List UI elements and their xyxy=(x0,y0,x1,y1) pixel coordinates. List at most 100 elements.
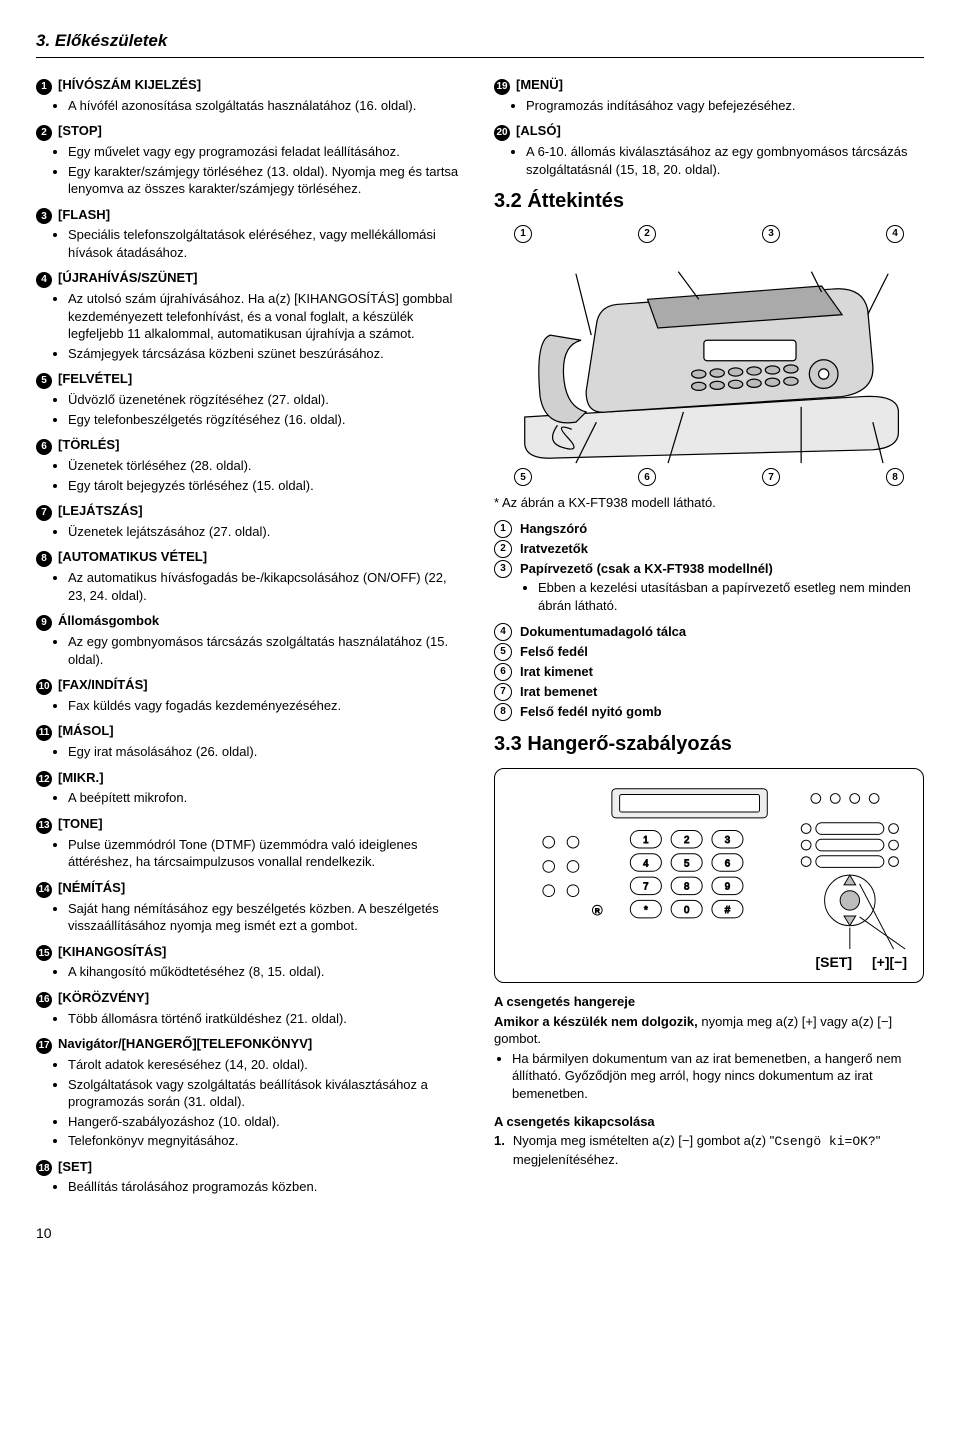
keypad-key-label: # xyxy=(725,905,731,916)
part-number-icon: 6 xyxy=(494,663,512,681)
item-bullet: Pulse üzemmódról Tone (DTMF) üzemmódra v… xyxy=(68,836,466,871)
item-number-icon: 20 xyxy=(494,125,510,141)
part-sub-note: Ebben a kezelési utasításban a papírveze… xyxy=(538,579,924,614)
item-bullet: Az egy gombnyomásos tárcsázás szolgáltat… xyxy=(68,633,466,668)
feature-item: 11MÁSOLEgy irat másolásához (26. oldal). xyxy=(36,722,466,760)
item-label: FLASH xyxy=(58,206,110,224)
item-label: MIKR. xyxy=(58,769,104,787)
feature-item: 6TÖRLÉSÜzenetek törléséhez (28. oldal).E… xyxy=(36,436,466,494)
feature-item: 4ÚJRAHÍVÁS/SZÜNETAz utolsó szám újrahívá… xyxy=(36,269,466,362)
feature-item: 17Navigátor/[HANGERŐ][TELEFONKÖNYV]Tárol… xyxy=(36,1035,466,1149)
part-label: Irat bemenet xyxy=(520,683,924,701)
callout-number-icon: 1 xyxy=(514,225,532,243)
keypad-key-label: * xyxy=(644,905,648,916)
item-number-icon: 7 xyxy=(36,505,52,521)
item-label: AUTOMATIKUS VÉTEL xyxy=(58,548,207,566)
item-bullet: Az utolsó szám újrahívásához. Ha a(z) [K… xyxy=(68,290,466,343)
part-label: Hangszóró xyxy=(520,520,924,538)
item-bullet: Egy tárolt bejegyzés törléséhez (15. old… xyxy=(68,477,466,495)
keypad-key-label: 4 xyxy=(643,858,649,869)
section-3-3-title: 3.3 Hangerő-szabályozás xyxy=(494,731,924,758)
callout-number-icon: 7 xyxy=(762,468,780,486)
ring-volume-heading: A csengetés hangereje xyxy=(494,993,924,1011)
item-label: LEJÁTSZÁS xyxy=(58,502,143,520)
item-number-icon: 11 xyxy=(36,725,52,741)
fig1-top-callouts: 1 2 3 4 xyxy=(494,225,924,243)
part-row: 2Iratvezetők xyxy=(494,540,924,558)
ring-off-step: Nyomja meg ismételten a(z) [−] gombot a(… xyxy=(513,1132,924,1168)
item-label: KIHANGOSÍTÁS xyxy=(58,943,166,961)
control-panel-illustration: 123456789*0# R xyxy=(505,779,913,954)
item-bullet: Beállítás tárolásához programozás közben… xyxy=(68,1178,466,1196)
item-label: FELVÉTEL xyxy=(58,370,132,388)
item-label: FAX/INDÍTÁS xyxy=(58,676,148,694)
feature-item: 19MENÜProgramozás indításához vagy befej… xyxy=(494,76,924,114)
feature-item: 18SETBeállítás tárolásához programozás k… xyxy=(36,1158,466,1196)
feature-item: 14NÉMÍTÁSSaját hang némításához egy besz… xyxy=(36,879,466,935)
ring-para-bold: Amikor a készülék nem dolgozik, xyxy=(494,1014,698,1029)
feature-item: 15 KIHANGOSÍTÁS A kihangosító működtetéséh… xyxy=(36,943,466,981)
part-number-icon: 7 xyxy=(494,683,512,701)
item-number-icon: 5 xyxy=(36,373,52,389)
left-column: 1HÍVÓSZÁM KIJELZÉSA hívófél azonosítása … xyxy=(36,76,466,1204)
item-label: Állomásgombok xyxy=(58,612,159,630)
feature-item: 5FELVÉTELÜdvözlő üzenetének rögzítéséhez… xyxy=(36,370,466,428)
item-bullet: Egy telefonbeszélgetés rögzítéséhez (16.… xyxy=(68,411,466,429)
item-bullet: Hangerő-szabályozáshoz (10. oldal). xyxy=(68,1113,466,1131)
keypad-key-label: 5 xyxy=(684,858,689,869)
part-row: 6 Irat kimenet xyxy=(494,663,924,681)
keypad-key-label: 9 xyxy=(725,881,730,892)
item-bullet: Programozás indításához vagy befejezéséh… xyxy=(526,97,924,115)
item-number-icon: 2 xyxy=(36,125,52,141)
control-panel-figure: 123456789*0# R xyxy=(494,768,924,984)
callout-number-icon: 4 xyxy=(886,225,904,243)
part-row: 5Felső fedél xyxy=(494,643,924,661)
item-number-icon: 4 xyxy=(36,272,52,288)
item-number-icon: 15 xyxy=(36,945,52,961)
part-row: 4Dokumentumadagoló tálca xyxy=(494,623,924,641)
item-bullet: Több állomásra történő iratküldéshez (21… xyxy=(68,1010,466,1028)
item-bullet: Speciális telefonszolgáltatások eléréséh… xyxy=(68,226,466,261)
item-bullet: A 6-10. állomás kiválasztásához az egy g… xyxy=(526,143,924,178)
part-row: 3Papírvezető (csak a KX-FT938 modellnél)… xyxy=(494,560,924,621)
item-bullet: A beépített mikrofon. xyxy=(68,789,466,807)
part-label: Felső fedél nyitó gomb xyxy=(520,703,924,721)
callout-number-icon: 2 xyxy=(638,225,656,243)
feature-item: 16KÖRÖZVÉNYTöbb állomásra történő iratkü… xyxy=(36,989,466,1027)
feature-item: 1HÍVÓSZÁM KIJELZÉSA hívófél azonosítása … xyxy=(36,76,466,114)
item-number-icon: 17 xyxy=(36,1038,52,1054)
item-number-icon: 3 xyxy=(36,208,52,224)
item-label: STOP xyxy=(58,122,102,140)
item-number-icon: 12 xyxy=(36,771,52,787)
page-number: 10 xyxy=(36,1224,924,1243)
callout-number-icon: 6 xyxy=(638,468,656,486)
fig1-footnote: * Az ábrán a KX-FT938 modell látható. xyxy=(494,494,924,512)
section-3-2-title: 3.2 Áttekintés xyxy=(494,188,924,215)
fig2-set-label: [SET] xyxy=(815,953,852,972)
ring-off-step-pre: Nyomja meg ismételten a(z) [−] gombot a(… xyxy=(513,1133,774,1148)
part-number-icon: 4 xyxy=(494,623,512,641)
item-number-icon: 6 xyxy=(36,439,52,455)
item-bullet: A kihangosító működtetéséhez (8, 15. old… xyxy=(68,963,466,981)
parts-list: 1Hangszóró2Iratvezetők3Papírvezető (csak… xyxy=(494,520,924,721)
callout-number-icon: 8 xyxy=(886,468,904,486)
callout-number-icon: 3 xyxy=(762,225,780,243)
item-number-icon: 1 xyxy=(36,79,52,95)
fax-machine-illustration xyxy=(494,243,924,468)
feature-item: 10FAX/INDÍTÁSFax küldés vagy fogadás kez… xyxy=(36,676,466,714)
feature-item: 13TONEPulse üzemmódról Tone (DTMF) üzemm… xyxy=(36,815,466,871)
callout-number-icon: 5 xyxy=(514,468,532,486)
ring-off-heading: A csengetés kikapcsolása xyxy=(494,1113,924,1131)
keypad-key-label: 8 xyxy=(684,881,689,892)
item-bullet: Üzenetek törléséhez (28. oldal). xyxy=(68,457,466,475)
part-number-icon: 8 xyxy=(494,703,512,721)
item-label: HÍVÓSZÁM KIJELZÉS xyxy=(58,76,201,94)
item-bullet: Tárolt adatok kereséséhez (14, 20. oldal… xyxy=(68,1056,466,1074)
part-label: Irat kimenet xyxy=(520,663,924,681)
item-label: MÁSOL xyxy=(58,722,114,740)
right-column: 19MENÜProgramozás indításához vagy befej… xyxy=(494,76,924,1204)
item-number-icon: 14 xyxy=(36,882,52,898)
item-bullet: Fax küldés vagy fogadás kezdeményezéséhe… xyxy=(68,697,466,715)
main-columns: 1HÍVÓSZÁM KIJELZÉSA hívófél azonosítása … xyxy=(36,76,924,1204)
feature-item: 2STOPEgy művelet vagy egy programozási f… xyxy=(36,122,466,197)
